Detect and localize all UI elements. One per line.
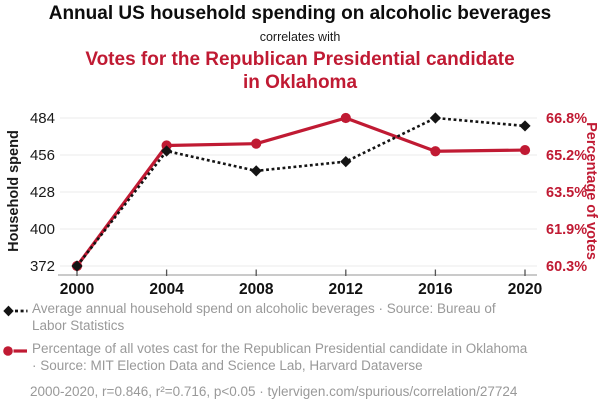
right-tick-60.3%: 60.3% [546,259,587,275]
right-tick-66.8%: 66.8% [546,111,587,127]
right-tick-61.9%: 61.9% [546,222,587,238]
x-tick-2012: 2012 [329,281,363,298]
left-tick-400: 400 [30,221,55,238]
household-spend-marker-2016 [429,112,441,124]
legend-item-household-spend: Average annual household spend on alcoho… [2,301,532,334]
red-circle-solid-line-icon [3,346,27,356]
right-tick-65.2%: 65.2% [546,148,587,164]
stats-footer: 2000-2020, r=0.846, r²=0.716, p<0.05 · t… [30,384,518,399]
household-spend-marker-2008 [250,165,262,177]
right-axis-title: Percentage of votes [583,122,599,260]
x-tick-2000: 2000 [60,281,94,298]
republican-votes-marker-2004 [161,140,172,151]
republican-votes-marker-2012 [340,112,351,124]
legend-item-label: Percentage of all votes cast for the Rep… [32,341,528,373]
x-tick-2004: 2004 [149,281,184,298]
page-subtitle: Votes for the Republican Presidential ca… [85,49,515,93]
household-spend-marker-2000 [71,260,83,272]
household-spend-marker-2020 [519,120,531,132]
legend-item-label: Average annual household spend on alcoho… [32,301,496,333]
left-axis-title: Household spend [6,130,22,252]
republican-votes-marker-2008 [251,138,262,149]
republican-votes-line [75,116,526,267]
chart-canvas: 372 60.3% 400 61.9% 428 63.5% 456 65.2% 484 66.8%… [30,110,587,298]
left-tick-484: 484 [30,110,55,127]
household-spend-marker-2012 [340,156,352,168]
black-diamond-dotted-line-icon [3,305,28,317]
left-tick-428: 428 [30,184,55,201]
republican-votes-marker-2016 [430,146,441,157]
left-tick-372: 372 [30,258,55,275]
republican-votes-marker-2000 [71,260,83,272]
right-tick-63.5%: 63.5% [546,185,587,201]
legend-item-republican-votes: Percentage of all votes cast for the Rep… [2,341,532,374]
x-tick-2020: 2020 [508,281,542,298]
legend: Average annual household spend on alcoho… [2,301,532,399]
republican-votes-marker-2020 [519,144,531,156]
page-title: Annual US household spending on alcoholi… [48,3,552,24]
x-tick-2016: 2016 [418,281,453,298]
household-spend-line [75,116,526,267]
correlates-with-label: correlates with [259,30,341,44]
x-tick-2008: 2008 [239,281,274,298]
household-spend-marker-2004 [161,145,173,157]
left-tick-456: 456 [30,147,55,164]
